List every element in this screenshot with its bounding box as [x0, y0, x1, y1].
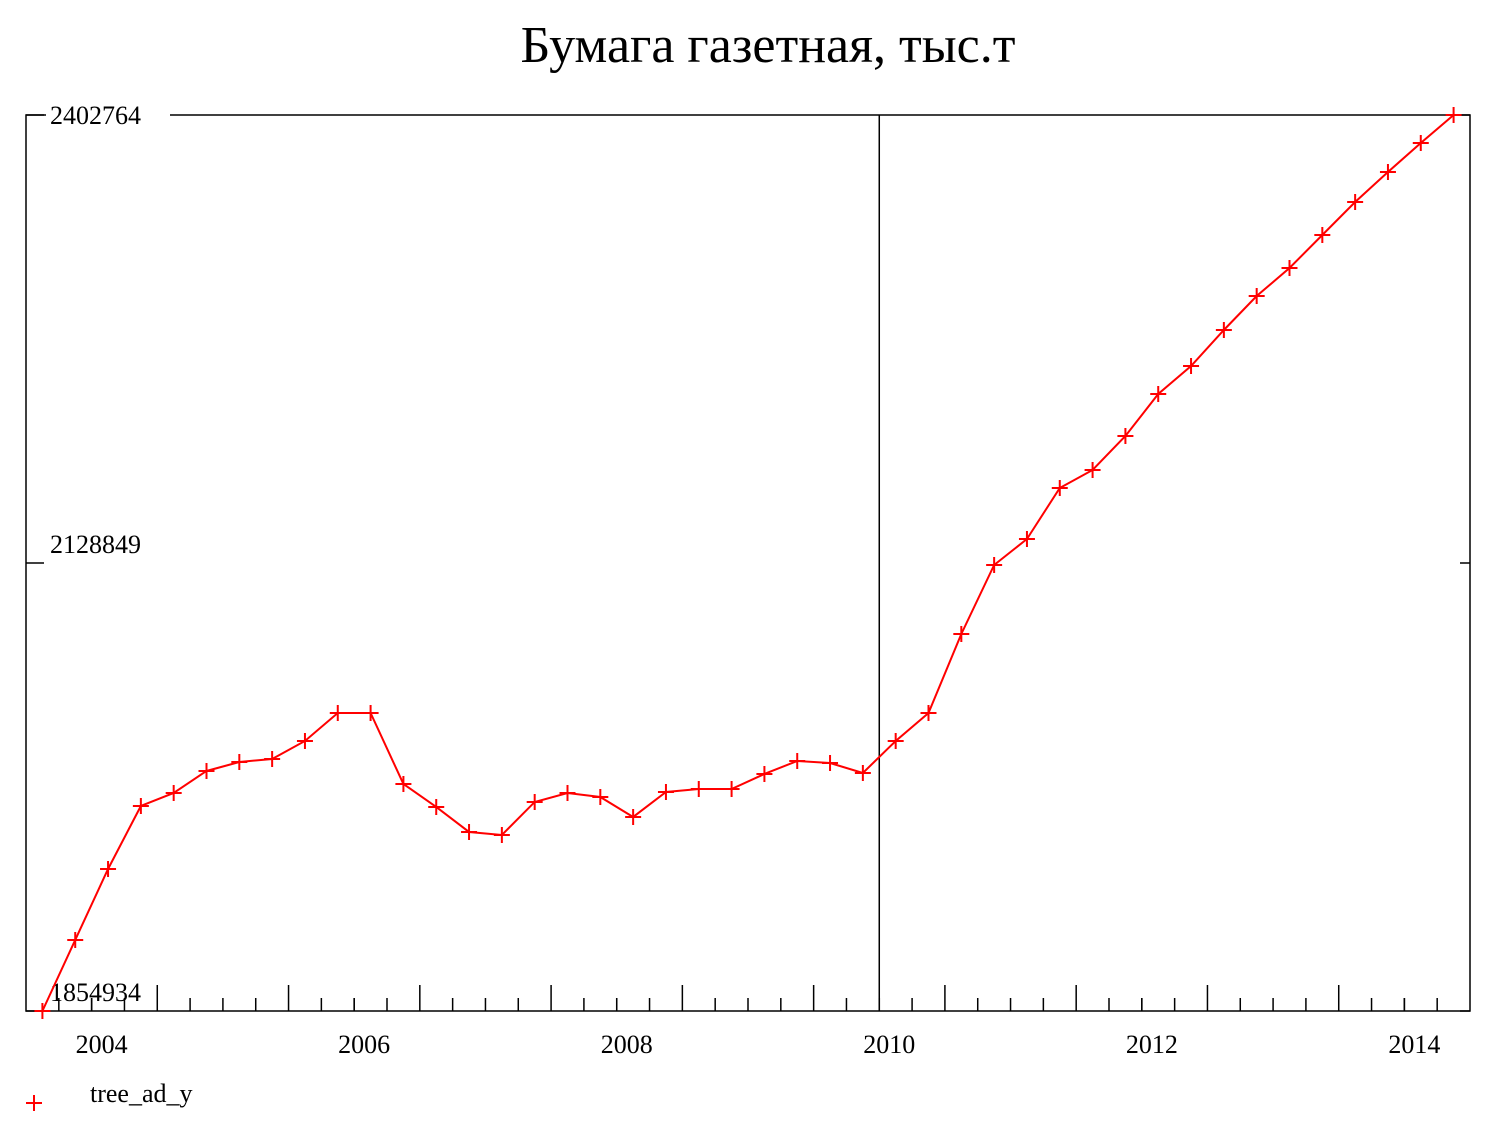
- point-marker: [264, 750, 281, 767]
- point-marker: [526, 793, 543, 810]
- point-marker: [1215, 321, 1232, 338]
- x-tick-label: 2008: [601, 1030, 653, 1059]
- legend-label: tree_ad_y: [90, 1079, 193, 1108]
- point-marker: [592, 788, 609, 805]
- point-marker: [690, 780, 707, 797]
- x-tick-label: 2006: [338, 1030, 390, 1059]
- point-marker: [428, 798, 445, 815]
- point-marker: [559, 784, 576, 801]
- point-marker: [329, 704, 346, 721]
- point-marker: [1084, 461, 1101, 478]
- point-marker: [34, 1003, 51, 1019]
- point-marker: [165, 784, 182, 801]
- point-marker: [100, 860, 117, 877]
- x-tick-label: 2012: [1126, 1030, 1178, 1059]
- point-marker: [789, 752, 806, 769]
- point-marker: [1379, 163, 1396, 180]
- point-marker: [132, 797, 149, 814]
- point-marker: [1347, 193, 1364, 210]
- y-tick-label: 2128849: [50, 530, 141, 559]
- point-marker: [953, 625, 970, 642]
- point-marker: [920, 704, 937, 721]
- point-marker: [887, 732, 904, 749]
- point-marker: [756, 765, 773, 782]
- point-marker: [1314, 226, 1331, 243]
- point-marker: [1018, 530, 1035, 547]
- plot-frame: [25, 114, 1471, 1012]
- point-marker: [723, 780, 740, 797]
- point-marker: [461, 823, 478, 840]
- point-marker: [1183, 357, 1200, 374]
- point-marker: [1445, 107, 1462, 123]
- point-marker: [493, 826, 510, 843]
- data-line: [41, 114, 1455, 1012]
- x-tick-label: 2014: [1388, 1030, 1440, 1059]
- point-marker: [67, 931, 84, 948]
- point-marker: [395, 775, 412, 792]
- point-marker: [1412, 134, 1429, 151]
- point-marker: [362, 704, 379, 721]
- point-marker: [296, 732, 313, 749]
- point-marker: [1281, 259, 1298, 276]
- point-marker: [657, 783, 674, 800]
- y-tick-label: 2402764: [50, 101, 141, 130]
- point-marker: [231, 753, 248, 770]
- legend-marker: [26, 1095, 42, 1111]
- point-marker: [1248, 287, 1265, 304]
- point-marker: [854, 764, 871, 781]
- point-marker: [198, 762, 215, 779]
- y-tick-label: 1854934: [50, 978, 141, 1007]
- chart-title: Бумага газетная, тыс.т: [521, 17, 1016, 74]
- point-marker: [1117, 427, 1134, 444]
- x-tick-label: 2010: [863, 1030, 915, 1059]
- point-marker: [1051, 479, 1068, 496]
- point-marker: [822, 754, 839, 771]
- point-marker: [625, 808, 642, 825]
- point-marker: [1150, 385, 1167, 402]
- label-bg: [46, 101, 170, 129]
- x-tick-label: 2004: [76, 1030, 128, 1059]
- point-marker: [986, 556, 1003, 573]
